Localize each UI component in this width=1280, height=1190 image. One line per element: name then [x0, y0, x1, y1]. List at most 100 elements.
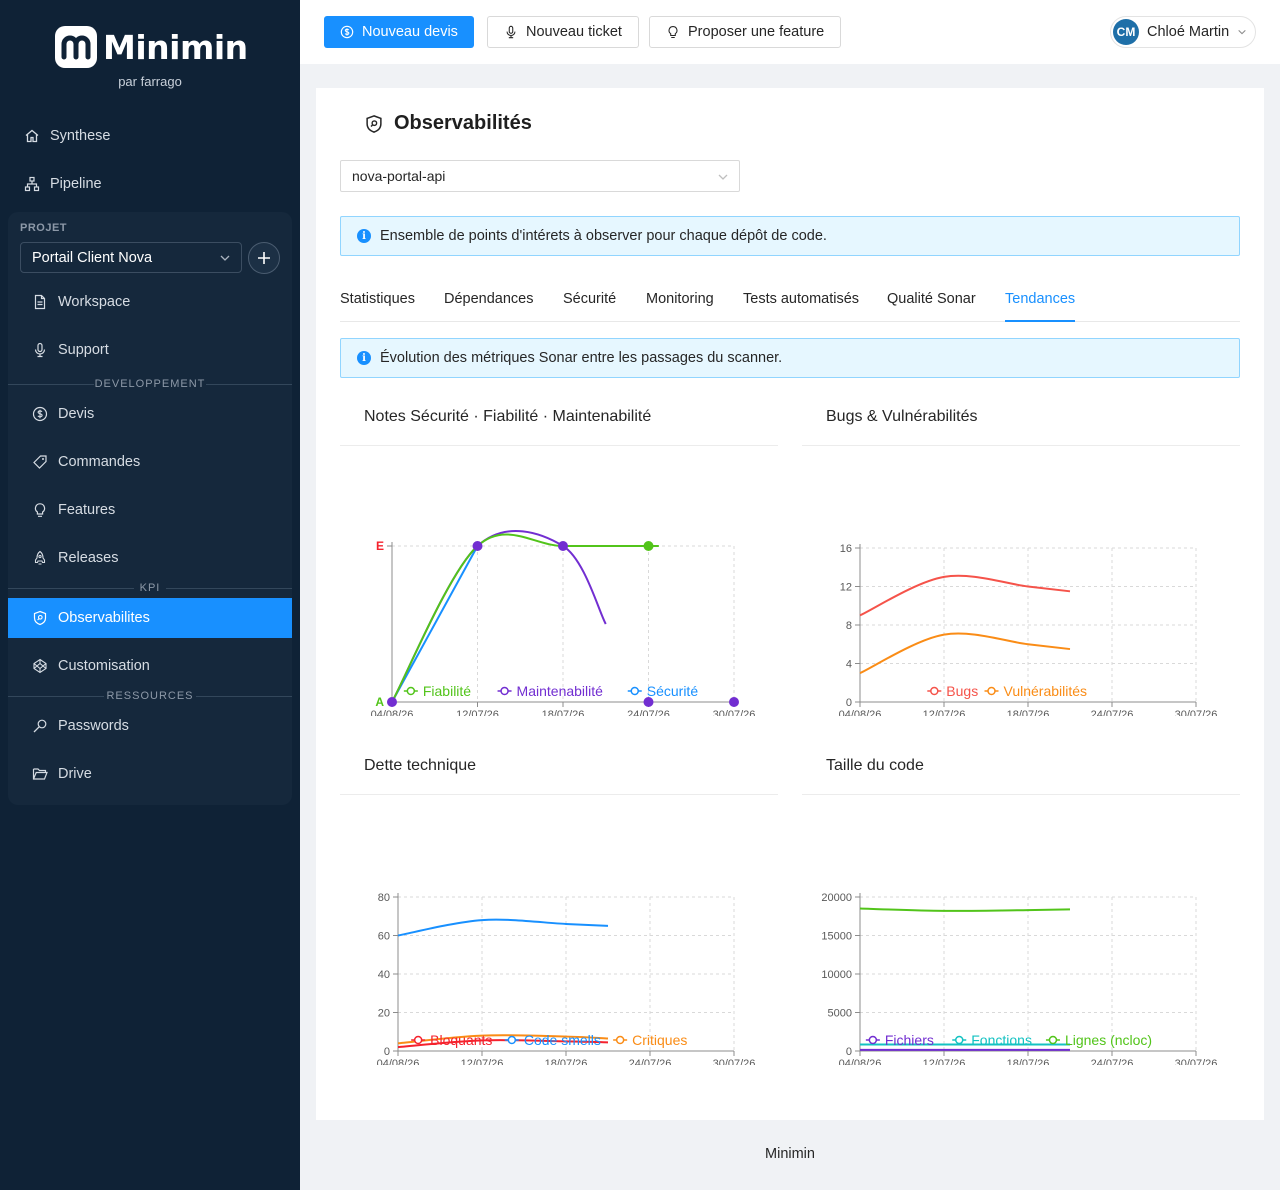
chart-notes: Notes Sécurité · Fiabilité · Maintenabil… — [340, 408, 778, 728]
legend-label: Fiabilité — [423, 683, 471, 699]
data-point — [643, 697, 654, 707]
x-tick-label: 30/07/26 — [1175, 1058, 1218, 1065]
legend-label: Bugs — [946, 683, 978, 699]
plus-icon — [258, 252, 270, 264]
chart-title: Notes Sécurité · Fiabilité · Maintenabil… — [364, 408, 652, 425]
legend-marker-dot — [1048, 1035, 1058, 1045]
y-tick-label: 5000 — [828, 1008, 852, 1020]
data-point — [387, 697, 397, 707]
x-tick-label: 24/07/26 — [1091, 1058, 1134, 1065]
add-project-button[interactable] — [248, 242, 280, 274]
tab-monitoring[interactable]: Monitoring — [646, 291, 714, 307]
app-name: Minimin — [103, 27, 248, 67]
tab-qualite-sonar[interactable]: Qualité Sonar — [887, 291, 976, 307]
new-ticket-label: Nouveau ticket — [526, 24, 622, 40]
series-line — [391, 545, 479, 703]
bulb-icon — [34, 503, 46, 517]
dollar-icon — [340, 25, 354, 39]
section-header-dev: DEVELOPPEMENT — [8, 378, 292, 390]
project-select-value: Portail Client Nova — [32, 249, 153, 266]
page-title: Observabilités — [364, 112, 532, 135]
sidebar-item-passwords[interactable]: Passwords — [8, 706, 292, 746]
legend-marker-dot — [930, 686, 939, 696]
bulb-icon — [668, 26, 678, 39]
sidebar-item-label: Passwords — [58, 718, 129, 734]
tab-dependances[interactable]: Dépendances — [444, 291, 534, 307]
y-tick-label: 12 — [840, 582, 852, 594]
new-ticket-button[interactable]: Nouveau ticket — [487, 16, 639, 48]
y-tick-label: 10000 — [821, 969, 852, 981]
sidebar-item-drive[interactable]: Drive — [8, 754, 292, 794]
user-menu[interactable]: CM Chloé Martin — [1110, 16, 1256, 48]
sidebar-item-customisation[interactable]: Customisation — [8, 646, 292, 686]
app-logo[interactable]: Minimin — [55, 26, 248, 68]
sidebar-item-label: Observabilites — [58, 610, 150, 626]
sidebar-item-observabilites[interactable]: Observabilites — [8, 598, 292, 638]
y-tick-label: 16 — [840, 543, 852, 555]
x-tick-label: 04/08/26 — [839, 709, 882, 716]
x-tick-label: 18/07/26 — [545, 1058, 588, 1065]
sidebar-item-label: Support — [58, 342, 109, 358]
x-tick-label: 18/07/26 — [1007, 1058, 1050, 1065]
data-point — [643, 541, 654, 551]
x-tick-label: 24/07/26 — [1091, 709, 1134, 716]
tab-info-alert: i Évolution des métriques Sonar entre le… — [340, 338, 1240, 378]
tab-securite[interactable]: Sécurité — [563, 291, 617, 307]
shield-icon — [366, 114, 382, 133]
sidebar-item-pipeline[interactable]: Pipeline — [8, 164, 292, 204]
home-icon — [25, 129, 39, 143]
legend-marker-dot — [630, 686, 639, 696]
main-card: Observabilités nova-portal-api i Ensembl… — [316, 88, 1264, 1120]
sidebar-item-support[interactable]: Support — [8, 330, 292, 370]
sidebar: Minimin par farrago Synthese Pipeline PR… — [0, 0, 300, 1190]
key-icon — [33, 719, 47, 733]
tabs-bar: Statistiques Dépendances Sécurité Monito… — [340, 284, 1240, 322]
sidebar-item-label: Releases — [58, 550, 119, 566]
logo-mark-icon — [55, 26, 97, 68]
tab-info-alert-text: Évolution des métriques Sonar entre les … — [380, 350, 783, 366]
sidebar-item-synthese[interactable]: Synthese — [8, 116, 292, 156]
sidebar-item-workspace[interactable]: Workspace — [8, 282, 292, 322]
sidebar-item-features[interactable]: Features — [8, 490, 292, 530]
tab-tests[interactable]: Tests automatisés — [743, 291, 860, 307]
chart-taille: Taille du code 0 5000 10000 15000 20000 04/08… — [802, 757, 1240, 1077]
legend-label: Maintenabilité — [517, 683, 604, 699]
y-tick-label: E — [376, 539, 384, 553]
chart-divider — [340, 794, 778, 795]
sidebar-item-commandes[interactable]: Commandes — [8, 442, 292, 482]
series-line — [859, 574, 1071, 617]
legend-label: Lignes (ncloc) — [1065, 1032, 1152, 1048]
sidebar-item-devis[interactable]: Devis — [8, 394, 292, 434]
legend-marker-dot — [406, 686, 416, 696]
series-line — [391, 530, 607, 703]
section-header-ressources: RESSOURCES — [8, 690, 292, 702]
x-tick-label: 04/08/26 — [377, 1058, 420, 1065]
y-tick-label: 4 — [846, 659, 852, 671]
microphone-icon — [34, 342, 46, 358]
series-line — [859, 632, 1071, 675]
chart-bugs-svg: 0 4 8 12 16 04/08/26 12/07/26 18/07/26 24/07/26 3… — [839, 543, 1218, 716]
sidebar-item-releases[interactable]: Releases — [8, 538, 292, 578]
y-tick-label: 0 — [384, 1046, 390, 1058]
legend-marker-dot — [987, 686, 996, 696]
chevron-down-icon — [1238, 29, 1246, 35]
folder-open-icon — [32, 768, 48, 780]
top-bar: Nouveau devis Nouveau ticket Proposer un… — [300, 0, 1280, 64]
tab-statistiques[interactable]: Statistiques — [340, 291, 415, 307]
tag-icon — [33, 455, 47, 469]
chart-dette-svg: 0 20 40 60 80 04/08/26 12/07/26 18/07/26 24/07/2… — [377, 892, 756, 1065]
sidebar-item-label: Synthese — [50, 128, 111, 144]
x-tick-label: 18/07/26 — [542, 709, 585, 716]
legend-label: Bloquants — [430, 1032, 492, 1048]
x-tick-label: 12/07/26 — [923, 709, 966, 716]
sidebar-item-label: Commandes — [58, 454, 141, 470]
repository-select[interactable]: nova-portal-api — [340, 160, 740, 192]
shield-icon — [33, 610, 47, 626]
tab-tendances[interactable]: Tendances — [1005, 284, 1076, 322]
propose-feature-button[interactable]: Proposer une feature — [649, 16, 842, 48]
new-quote-button[interactable]: Nouveau devis — [324, 16, 474, 48]
sidebar-item-label: Pipeline — [50, 176, 102, 192]
project-select[interactable]: Portail Client Nova — [20, 242, 242, 273]
x-tick-label: 18/07/26 — [1007, 709, 1050, 716]
chart-notes-svg: A E 04/08/26 12/07/26 18/07/26 24/07/26 30/07/… — [371, 530, 755, 716]
